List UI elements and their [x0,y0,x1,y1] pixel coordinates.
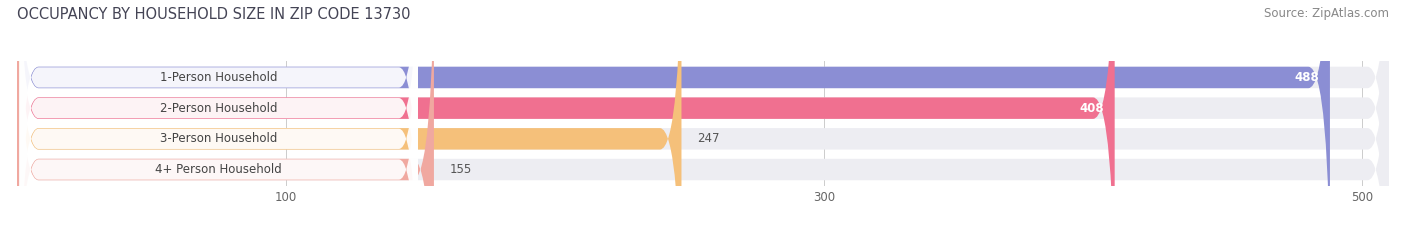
Text: 2-Person Household: 2-Person Household [160,102,277,115]
FancyBboxPatch shape [17,0,682,233]
FancyBboxPatch shape [17,0,1389,233]
FancyBboxPatch shape [17,0,1330,233]
Text: 408: 408 [1080,102,1104,115]
FancyBboxPatch shape [20,0,418,233]
FancyBboxPatch shape [17,0,1389,233]
FancyBboxPatch shape [17,0,1115,233]
Text: 4+ Person Household: 4+ Person Household [155,163,283,176]
Text: 3-Person Household: 3-Person Household [160,132,277,145]
Text: Source: ZipAtlas.com: Source: ZipAtlas.com [1264,7,1389,20]
Text: 155: 155 [450,163,472,176]
Text: 488: 488 [1295,71,1319,84]
FancyBboxPatch shape [17,0,1389,233]
Text: 247: 247 [697,132,720,145]
FancyBboxPatch shape [17,0,434,233]
FancyBboxPatch shape [20,0,418,233]
FancyBboxPatch shape [17,0,1389,233]
FancyBboxPatch shape [20,0,418,233]
Text: 1-Person Household: 1-Person Household [160,71,277,84]
FancyBboxPatch shape [20,0,418,233]
Text: OCCUPANCY BY HOUSEHOLD SIZE IN ZIP CODE 13730: OCCUPANCY BY HOUSEHOLD SIZE IN ZIP CODE … [17,7,411,22]
